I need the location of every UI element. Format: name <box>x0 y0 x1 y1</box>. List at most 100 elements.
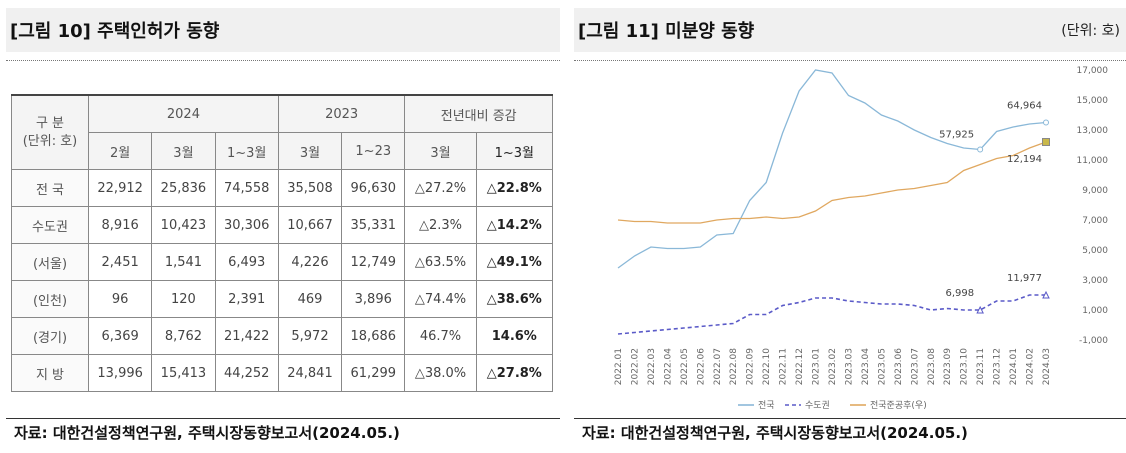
x-tick-label: 2023.01 <box>812 348 822 385</box>
table-cell: 120 <box>151 280 216 318</box>
table-cell: △38.0% <box>404 354 477 392</box>
table-cell: 8,762 <box>151 317 216 355</box>
table-cell: 10,667 <box>277 206 343 244</box>
series-line-completed <box>617 141 1047 224</box>
sub-header: 3월 <box>151 132 216 170</box>
table-cell: 3,896 <box>341 280 406 318</box>
table-cell: 1,541 <box>151 243 216 281</box>
table-cell: 13,996 <box>87 354 153 392</box>
unit-label: (단위: 호) <box>1061 23 1120 39</box>
x-tick-label: 2022.03 <box>647 348 657 385</box>
table-cell: 6,493 <box>214 243 279 281</box>
data-label: 57,925 <box>939 130 974 141</box>
figure-10-source: 자료: 대한건설정책연구원, 주택시장동향보고서(2024.05.) <box>14 424 400 442</box>
table-cell: 5,972 <box>277 317 343 355</box>
marker-completed-last <box>1042 138 1050 146</box>
table-cell: △27.8% <box>475 354 554 392</box>
legend-label: 전국 <box>758 400 775 411</box>
table-cell: 24,841 <box>277 354 343 392</box>
table-cell: 6,369 <box>87 317 153 355</box>
figure-11-title: [그림 11] 미분양 동향 <box>578 21 755 42</box>
table-row: 전 국 22,912 25,836 74,558 35,508 96,630 △27.2% △… <box>11 169 554 207</box>
table-cell: △27.2% <box>404 169 477 207</box>
y-tick-label: 1,000 <box>1082 306 1108 316</box>
group-header-2024: 2024 <box>88 94 279 133</box>
dotted-divider <box>574 60 1126 61</box>
figure-11-title-bar: [그림 11] 미분양 동향 (단위: 호) <box>574 8 1126 52</box>
table-cell: △49.1% <box>475 243 554 281</box>
row-label: (서울) <box>11 243 89 281</box>
group-header-change: 전년대비 증감 <box>404 94 553 133</box>
permits-table: 구 분 (단위: 호) 2024 2023 전년대비 증감 2월 3월 1~3월… <box>11 94 554 392</box>
table-corner-header: 구 분 (단위: 호) <box>11 94 89 170</box>
figure-10-title-bar: [그림 10] 주택인허가 동향 <box>6 8 560 52</box>
table-cell: 15,413 <box>151 354 216 392</box>
figure-11-source: 자료: 대한건설정책연구원, 주택시장동향보고서(2024.05.) <box>582 424 968 442</box>
table-cell: 4,226 <box>277 243 343 281</box>
legend-label: 전국준공후(우) <box>870 400 927 411</box>
series-line-national <box>617 69 1047 269</box>
x-tick-label: 2022.04 <box>663 348 673 385</box>
data-label: 64,964 <box>1007 101 1042 112</box>
table-cell: △74.4% <box>404 280 477 318</box>
table-cell: 44,252 <box>214 354 279 392</box>
table-cell: 74,558 <box>214 169 279 207</box>
table-row: (서울) 2,451 1,541 6,493 4,226 12,749 △63.5% △49.… <box>11 243 554 281</box>
figure-10-title: [그림 10] 주택인허가 동향 <box>10 21 220 42</box>
sub-header: 1~3월 <box>475 132 554 170</box>
y-tick-label: 11,000 <box>1077 156 1109 166</box>
sub-header: 3월 <box>404 132 477 170</box>
table-cell: 35,331 <box>341 206 406 244</box>
x-tick-label: 2023.05 <box>877 348 887 385</box>
y-tick-label: 5,000 <box>1082 246 1108 256</box>
table-cell: 22,912 <box>87 169 153 207</box>
y-tick-label: 9,000 <box>1082 186 1108 196</box>
sub-header: 1~23 <box>341 132 406 170</box>
marker-national-last <box>1043 119 1049 126</box>
table-cell: △14.2% <box>475 206 554 244</box>
x-tick-label: 2024.02 <box>1026 348 1036 385</box>
x-tick-label: 2023.06 <box>894 348 904 385</box>
row-label: 수도권 <box>11 206 89 244</box>
group-header-2023: 2023 <box>277 94 406 133</box>
table-cell: △22.8% <box>475 169 554 207</box>
row-label: 지 방 <box>11 354 89 392</box>
source-rule <box>6 418 560 419</box>
marker-capital-last <box>1042 290 1050 299</box>
table-row: (인천) 96 120 2,391 469 3,896 △74.4% △38.6% <box>11 280 554 318</box>
data-label: 12,194 <box>1007 154 1042 165</box>
figure-10-panel: [그림 10] 주택인허가 동향 구 분 (단위: 호) 2024 2023 전… <box>0 0 560 453</box>
figure-11-panel: [그림 11] 미분양 동향 (단위: 호) -1,000 1,000 3,000 5… <box>568 0 1126 453</box>
source-rule <box>574 418 1126 419</box>
table-row: (경기) 6,369 8,762 21,422 5,972 18,686 46.7% 14.6… <box>11 317 554 355</box>
table-row: 지 방 13,996 15,413 44,252 24,841 61,299 △38.0% △… <box>11 354 554 392</box>
y-tick-label: -1,000 <box>1079 336 1108 346</box>
series-line-capital <box>617 294 1046 335</box>
x-tick-label: 2023.04 <box>861 348 871 385</box>
y-tick-label: 17,000 <box>1077 66 1109 76</box>
unsold-housing-chart: -1,000 1,000 3,000 5,000 7,000 9,000 11,000 13,… <box>614 66 1109 411</box>
sub-header: 3월 <box>277 132 343 170</box>
data-label: 11,977 <box>1007 273 1042 284</box>
table-cell: 2,391 <box>214 280 279 318</box>
x-tick-label: 2022.08 <box>729 348 739 385</box>
x-tick-label: 2022.10 <box>762 348 772 385</box>
table-cell: 61,299 <box>341 354 406 392</box>
marker-capital-min <box>976 305 984 314</box>
x-tick-label: 2023.12 <box>993 348 1003 385</box>
sub-header: 1~3월 <box>214 132 279 170</box>
x-tick-label: 2022.07 <box>713 348 723 385</box>
table-cell: △2.3% <box>404 206 477 244</box>
table-body: 전 국 22,912 25,836 74,558 35,508 96,630 △27.2% △… <box>11 169 554 392</box>
y-tick-label: 3,000 <box>1082 276 1108 286</box>
row-label: (인천) <box>11 280 89 318</box>
x-tick-label: 2022.11 <box>779 348 789 385</box>
table-cell: 14.6% <box>475 317 554 355</box>
dotted-divider <box>6 60 560 61</box>
table-cell: 96,630 <box>341 169 406 207</box>
x-tick-label: 2022.09 <box>746 348 756 385</box>
x-tick-label: 2023.11 <box>976 348 986 385</box>
table-cell: 2,451 <box>87 243 153 281</box>
table-cell: 96 <box>87 280 153 318</box>
table-cell: 18,686 <box>341 317 406 355</box>
